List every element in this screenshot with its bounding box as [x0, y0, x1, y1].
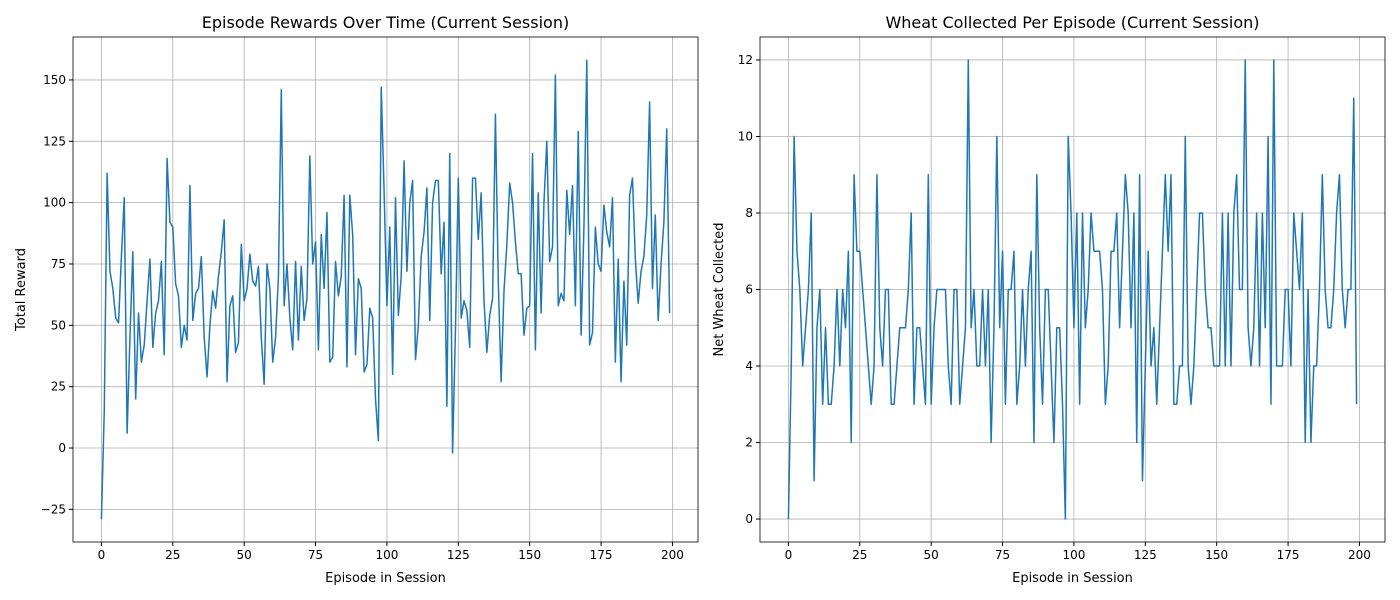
- data-line: [787, 59, 1358, 520]
- y-tick-label: 2: [745, 436, 753, 450]
- subplot: 0 25 50 75 100 125 150 175 200 0 2 4 6 8 10 12 Wheat Col…: [712, 13, 1386, 586]
- y-tick-label: 12: [738, 53, 753, 67]
- x-tick-label: 150: [1205, 548, 1228, 562]
- y-tick-label: 75: [51, 257, 66, 271]
- x-tick-label: 200: [1348, 548, 1371, 562]
- x-axis-label: Episode in Session: [325, 571, 446, 586]
- y-tick-label: 25: [51, 380, 66, 394]
- x-tick-label: 25: [165, 548, 180, 562]
- y-tick-label: 6: [745, 283, 753, 297]
- y-tick-label: 0: [58, 441, 66, 455]
- chart-title: Wheat Collected Per Episode (Current Ses…: [885, 13, 1259, 32]
- x-tick-label: 200: [661, 548, 684, 562]
- x-tick-label: 100: [375, 548, 398, 562]
- x-tick-label: 125: [447, 548, 470, 562]
- x-tick-label: 150: [518, 548, 541, 562]
- axes-frame: [72, 36, 699, 543]
- y-axis-label: Net Wheat Collected: [712, 223, 727, 357]
- y-tick-label: 100: [43, 196, 66, 210]
- y-tick-label: −25: [41, 502, 66, 516]
- x-tick-label: 100: [1062, 548, 1085, 562]
- y-tick-label: 0: [745, 512, 753, 526]
- y-axis-label: Total Reward: [14, 248, 29, 332]
- y-tick-label: 10: [738, 129, 753, 143]
- x-tick-label: 75: [995, 548, 1010, 562]
- y-tick-label: 150: [43, 73, 66, 87]
- data-line: [100, 59, 671, 520]
- y-tick-label: 125: [43, 134, 66, 148]
- x-tick-label: 50: [237, 548, 252, 562]
- y-tick-label: 4: [745, 359, 753, 373]
- x-tick-label: 175: [1277, 548, 1300, 562]
- subplot: 0 25 50 75 100 125 150 175 200 −25 0 25 50 75 100 125 15…: [14, 13, 699, 586]
- x-tick-label: 75: [308, 548, 323, 562]
- chart-title: Episode Rewards Over Time (Current Sessi…: [202, 13, 569, 32]
- x-tick-label: 25: [852, 548, 867, 562]
- x-axis-label: Episode in Session: [1012, 571, 1133, 586]
- y-tick-label: 8: [745, 206, 753, 220]
- x-tick-label: 125: [1134, 548, 1157, 562]
- x-tick-label: 0: [785, 548, 793, 562]
- axes-frame: [759, 36, 1386, 543]
- x-tick-label: 50: [924, 548, 939, 562]
- x-tick-label: 0: [98, 548, 106, 562]
- x-tick-label: 175: [590, 548, 613, 562]
- y-tick-label: 50: [51, 318, 66, 332]
